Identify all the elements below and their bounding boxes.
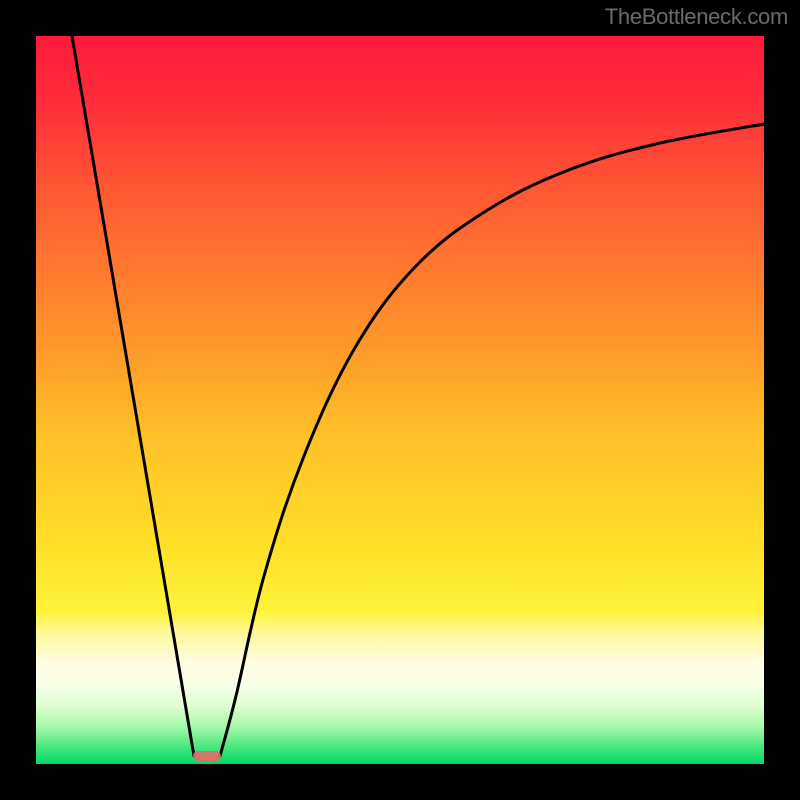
curve-left-branch [72,36,194,756]
minimum-marker [193,751,221,761]
watermark-text: TheBottleneck.com [605,4,788,30]
plot-area [36,36,764,764]
curve-right-branch [220,124,764,756]
curve-layer [36,36,764,764]
chart-container: TheBottleneck.com [0,0,800,800]
